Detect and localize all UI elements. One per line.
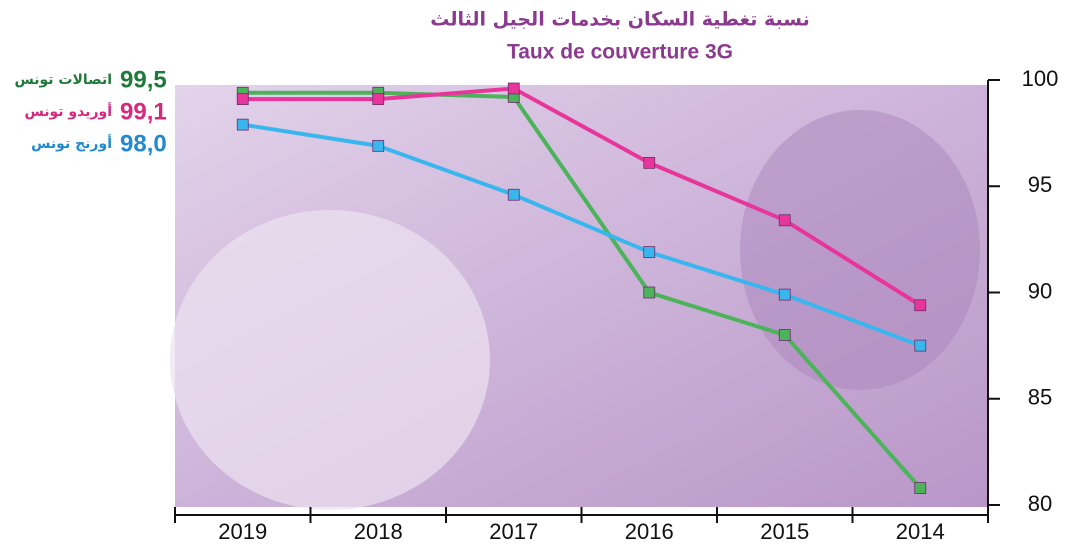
background-dish (170, 210, 490, 510)
x-tick-label: 2018 (354, 519, 403, 544)
data-point (643, 246, 656, 259)
data-point (236, 93, 249, 106)
series-line (242, 90, 922, 490)
x-tick-label: 2014 (896, 519, 945, 544)
data-point (372, 93, 385, 106)
legend-value: 99,5 (120, 66, 167, 93)
data-point (507, 188, 520, 201)
data-point (778, 214, 791, 227)
legend-label: اتصالات تونس (14, 72, 112, 88)
chart-title: نسبة تغطية السكان بخدمات الجيل الثالث (430, 9, 809, 31)
y-tick-label: 90 (1028, 278, 1052, 303)
legend-value: 99,1 (120, 98, 167, 125)
y-tick-label: 85 (1028, 385, 1052, 410)
data-point (507, 82, 520, 95)
chart-subtitle: Taux de couverture 3G (507, 41, 733, 64)
x-tick-label: 2016 (625, 519, 674, 544)
x-tick-label: 2019 (218, 519, 267, 544)
legend-label: أوريدو تونس (24, 102, 112, 120)
series-line (242, 122, 921, 348)
data-point (372, 139, 385, 152)
series-line (242, 86, 922, 307)
data-point (914, 299, 927, 312)
x-tick-label: 2017 (489, 519, 538, 544)
data-point (643, 286, 656, 299)
data-point (778, 329, 791, 341)
legend-label: أورنج تونس (31, 134, 112, 152)
data-point (914, 339, 927, 352)
data-point (643, 156, 656, 169)
data-point (778, 288, 791, 301)
y-tick-label: 80 (1028, 491, 1052, 516)
legend-value: 98,0 (120, 130, 167, 157)
data-point (236, 118, 249, 131)
x-tick-label: 2015 (760, 519, 809, 544)
y-tick-label: 95 (1028, 172, 1052, 197)
data-point (914, 482, 927, 494)
y-tick-label: 100 (1022, 66, 1059, 91)
background-face (740, 110, 980, 390)
